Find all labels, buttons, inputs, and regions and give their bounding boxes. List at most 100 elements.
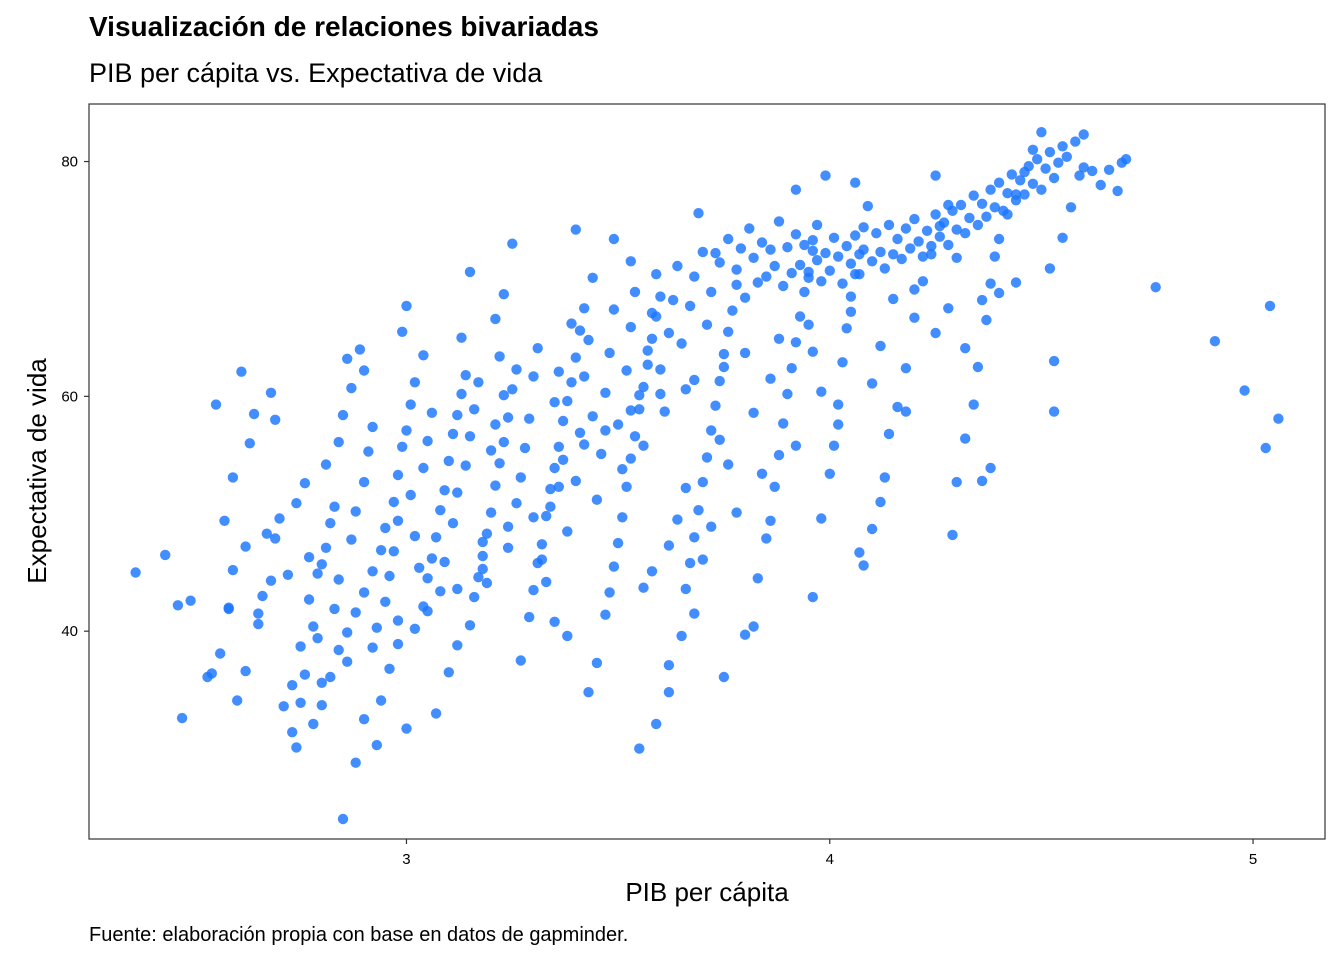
data-point — [452, 640, 463, 651]
data-point — [629, 286, 641, 298]
data-point — [342, 627, 353, 638]
data-point — [854, 547, 865, 558]
data-point — [409, 623, 421, 634]
data-point — [418, 462, 429, 474]
data-point — [430, 532, 442, 543]
data-point — [350, 607, 361, 618]
data-point — [612, 537, 624, 549]
data-point — [858, 244, 869, 255]
data-point — [866, 378, 878, 389]
data-point — [502, 412, 514, 423]
data-point — [765, 373, 776, 384]
data-point — [401, 300, 412, 312]
data-point — [837, 357, 848, 368]
data-point — [375, 545, 387, 556]
data-point — [638, 381, 649, 393]
data-point — [248, 408, 260, 420]
data-point — [617, 512, 628, 523]
chart-subtitle: PIB per cápita vs. Expectativa de vida — [89, 58, 543, 88]
data-point — [439, 485, 450, 496]
data-point — [651, 718, 662, 730]
data-point — [553, 441, 564, 452]
data-point — [790, 184, 802, 195]
data-point — [706, 425, 717, 436]
data-point — [765, 515, 776, 526]
data-point — [985, 278, 996, 289]
data-point — [900, 363, 912, 374]
data-point — [469, 404, 480, 415]
data-point — [579, 439, 590, 450]
data-point — [371, 739, 382, 751]
data-point — [490, 313, 501, 325]
data-point — [227, 564, 239, 576]
data-point — [388, 496, 399, 508]
data-point — [1264, 300, 1276, 312]
data-point — [422, 606, 433, 617]
data-point — [604, 587, 615, 598]
data-point — [947, 205, 958, 216]
data-point — [130, 567, 141, 578]
data-point — [375, 695, 387, 706]
data-point — [731, 279, 742, 290]
data-point — [803, 272, 814, 283]
data-point — [490, 419, 501, 430]
data-point — [579, 371, 590, 382]
data-point — [752, 573, 763, 584]
data-point — [1078, 162, 1089, 173]
data-point — [299, 478, 311, 489]
data-point — [845, 306, 857, 317]
x-tick-label: 3 — [402, 851, 410, 868]
data-point — [422, 435, 433, 447]
data-point — [672, 260, 683, 272]
data-point — [1036, 127, 1047, 138]
data-point — [299, 669, 311, 680]
data-point — [761, 271, 772, 282]
data-point — [723, 459, 734, 470]
data-point — [968, 190, 979, 201]
data-point — [545, 483, 556, 495]
data-point — [960, 433, 971, 444]
data-point — [562, 395, 573, 407]
data-point — [473, 572, 484, 583]
data-point — [638, 582, 649, 593]
data-point — [909, 312, 920, 323]
data-point — [574, 325, 586, 336]
data-point — [1048, 172, 1060, 184]
data-point — [549, 462, 560, 474]
data-point — [710, 247, 721, 259]
data-point — [1061, 151, 1073, 162]
data-point — [1027, 144, 1039, 155]
data-point — [176, 712, 188, 724]
data-point — [862, 200, 873, 212]
data-point — [596, 448, 607, 460]
data-point — [1087, 165, 1098, 177]
data-point — [642, 345, 653, 356]
data-point — [363, 446, 374, 457]
data-point — [473, 377, 484, 388]
data-point — [160, 549, 171, 561]
data-point — [215, 648, 226, 659]
data-point — [828, 440, 840, 451]
data-point — [604, 347, 615, 359]
data-point — [634, 390, 645, 401]
data-point — [452, 409, 463, 421]
data-point — [422, 573, 433, 584]
data-point — [397, 441, 408, 452]
plot-panel — [88, 103, 1326, 840]
data-point — [871, 228, 882, 239]
data-point — [392, 638, 404, 650]
data-point — [541, 510, 552, 522]
data-point — [426, 553, 438, 564]
data-point — [1006, 169, 1017, 180]
data-point — [985, 184, 996, 195]
data-point — [477, 550, 488, 562]
data-point — [934, 231, 945, 242]
data-point — [1002, 188, 1013, 199]
data-point — [401, 425, 412, 436]
data-point — [270, 533, 281, 544]
data-point — [807, 235, 818, 246]
data-point — [642, 359, 653, 370]
data-point — [689, 608, 700, 619]
data-point — [316, 677, 327, 688]
data-point — [583, 687, 594, 698]
